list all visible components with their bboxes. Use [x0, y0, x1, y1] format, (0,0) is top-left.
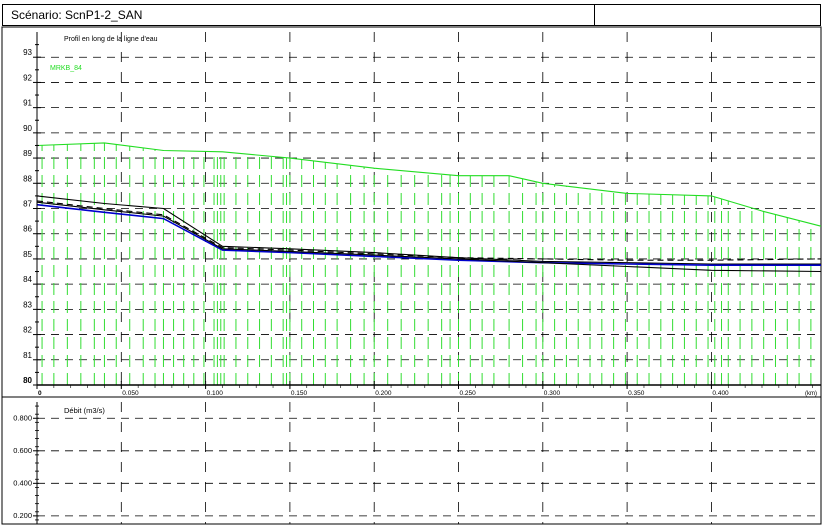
y-tick-label: 82 — [23, 326, 32, 335]
y-tick-label: 89 — [23, 149, 32, 158]
discharge-title: Débit (m3/s) — [64, 406, 105, 415]
x-tick-label: 0.100 — [207, 390, 224, 397]
y-tick-label: 0.200 — [13, 511, 32, 520]
series-line-2 — [36, 195, 821, 265]
profile-panel: 80 81 82 83 84 85 86 87 88 89 90 91 92 93 0 0.050 0.100 0… — [23, 32, 822, 397]
y-tick-label: 87 — [23, 200, 32, 209]
y-tick-label: 0.800 — [13, 413, 32, 422]
legend-label-mrkb: MRKB_84 — [50, 65, 82, 72]
scenario-header: Scénario: ScnP1-2_SAN — [2, 4, 821, 26]
y-tick-label: 0.600 — [13, 446, 32, 455]
x-unit-label: (km) — [805, 391, 817, 397]
discharge-panel: 0.200 0.400 0.600 0.800 Débit (m3/s) — [13, 402, 821, 524]
x-tick-label: 0.300 — [544, 390, 561, 397]
x-tick-label: 0.150 — [291, 390, 308, 397]
x-tick-label: 0.400 — [712, 390, 729, 397]
header-divider — [594, 5, 595, 25]
scenario-label: Scénario: ScnP1-2_SAN — [11, 8, 143, 22]
y-tick-label: 80 — [23, 376, 32, 385]
x-tick-label: 0.200 — [375, 390, 392, 397]
y-tick-label: 88 — [23, 174, 32, 183]
y-tick-label: 90 — [23, 124, 32, 133]
x-tick-label: 0.050 — [122, 390, 139, 397]
y-tick-label: 83 — [23, 300, 32, 309]
y-tick-label: 91 — [23, 99, 32, 108]
y-tick-label: 84 — [23, 275, 32, 284]
series-line-1 — [36, 142, 822, 227]
x-tick-label: 0 — [38, 390, 42, 397]
y-tick-label: 81 — [23, 351, 32, 360]
y-tick-label: 0.400 — [13, 478, 32, 487]
y-tick-label: 86 — [23, 225, 32, 234]
series-line-4 — [36, 201, 822, 273]
x-tick-label: 0.350 — [628, 390, 645, 397]
series-line-3 — [36, 203, 821, 267]
y-tick-label: 85 — [23, 250, 32, 259]
x-tick-label: 0.250 — [460, 390, 477, 397]
profile-title: Profil en long de la ligne d'eau — [64, 36, 158, 43]
y-tick-label: 93 — [23, 48, 32, 57]
y-tick-label: 92 — [23, 73, 32, 82]
chart-frame — [1, 26, 822, 525]
